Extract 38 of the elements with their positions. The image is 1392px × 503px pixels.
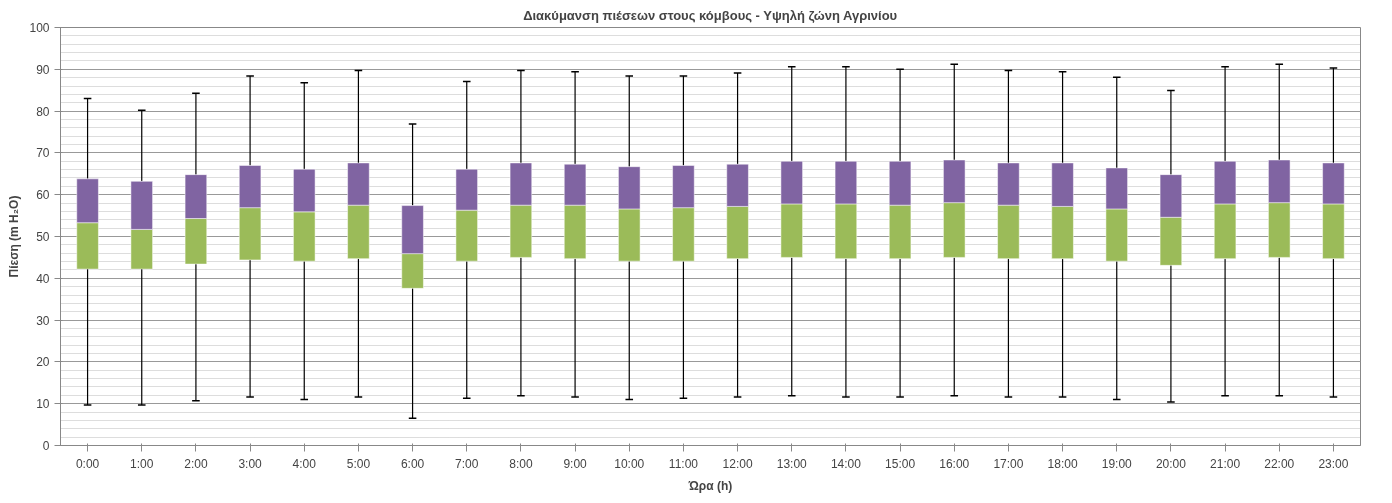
x-tick-label: 15:00: [885, 456, 916, 471]
y-tick-label: 60: [36, 188, 50, 203]
x-tick-label: 18:00: [1047, 456, 1078, 471]
y-tick-label: 90: [36, 62, 50, 77]
y-tick-label: 100: [29, 21, 50, 35]
y-tick-label: 40: [36, 271, 50, 286]
y-tick-label: 80: [36, 104, 50, 119]
x-tick-label: 1:00: [130, 456, 154, 471]
x-tick-label: 20:00: [1155, 456, 1187, 471]
x-tick-label: 21:00: [1210, 456, 1241, 471]
y-tick-label: 30: [36, 313, 50, 328]
y-tick-label: 50: [36, 230, 50, 244]
y-tick-label: 0: [42, 439, 50, 453]
x-tick-label: 4:00: [292, 456, 317, 471]
x-tick-label: 14:00: [830, 456, 862, 471]
x-tick-label: 2:00: [184, 456, 208, 471]
x-tick-label: 6:00: [400, 456, 425, 471]
x-tick-label: 0:00: [75, 456, 100, 471]
x-tick-label: 23:00: [1318, 456, 1349, 471]
x-tick-label: 9:00: [563, 456, 588, 471]
x-tick-label: 3:00: [238, 456, 263, 471]
chart-title: Διακύμανση πιέσεων στους κόμβους - Υψηλή ζώνη Αγρινίου: [523, 7, 898, 23]
x-tick-label: 19:00: [1101, 456, 1133, 471]
x-tick-label: 11:00: [668, 456, 699, 471]
x-tick-label: 8:00: [509, 456, 533, 471]
x-tick-label: 13:00: [776, 456, 808, 471]
y-axis-title: Πίεση (m H₂O): [7, 195, 22, 278]
x-tick-label: 5:00: [346, 456, 371, 471]
x-tick-label: 12:00: [722, 456, 753, 471]
x-tick-label: 10:00: [614, 456, 645, 471]
x-tick-label: 16:00: [939, 456, 970, 471]
x-tick-label: 17:00: [993, 456, 1024, 471]
x-tick-label: 22:00: [1264, 456, 1295, 471]
x-tick-label: 7:00: [455, 456, 479, 471]
x-axis-title: Ώρα (h): [687, 478, 733, 493]
y-tick-label: 10: [36, 397, 50, 412]
y-tick-label: 70: [36, 146, 50, 161]
y-tick-label: 20: [36, 355, 50, 370]
